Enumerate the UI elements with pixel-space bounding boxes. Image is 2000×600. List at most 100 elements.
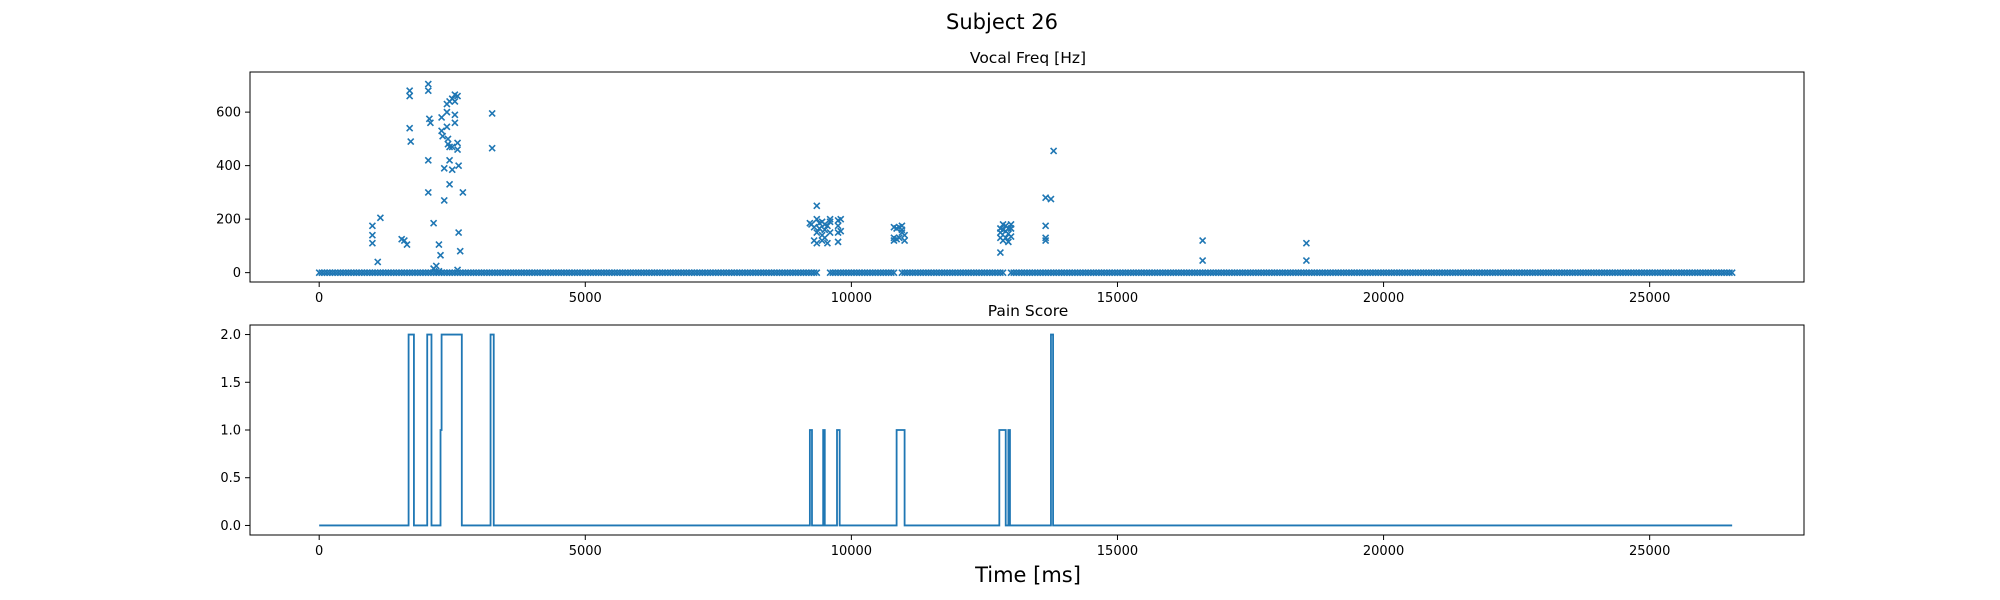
data-point — [547, 269, 555, 277]
x-tick-label: 20000 — [1363, 291, 1404, 306]
data-point — [1167, 269, 1175, 277]
data-point — [1191, 269, 1199, 277]
data-point — [1209, 269, 1217, 277]
data-point — [956, 269, 965, 277]
data-point — [1643, 269, 1651, 277]
data-point — [1563, 269, 1571, 277]
vocal-freq-title: Vocal Freq [Hz] — [970, 49, 1086, 67]
data-point — [1153, 269, 1161, 277]
data-point — [1414, 269, 1422, 277]
data-point — [1387, 269, 1396, 277]
data-point — [464, 269, 472, 277]
data-point — [901, 236, 909, 245]
data-point — [1709, 269, 1718, 277]
data-point — [656, 269, 664, 277]
data-point — [406, 124, 414, 132]
data-point — [714, 269, 722, 277]
data-point — [640, 269, 648, 277]
data-point — [669, 269, 677, 277]
data-point — [355, 269, 363, 277]
data-point — [426, 119, 434, 127]
data-point — [438, 113, 446, 122]
data-point — [1329, 269, 1337, 277]
data-point — [1566, 269, 1574, 277]
data-point — [1435, 269, 1444, 277]
data-point — [1539, 269, 1547, 277]
data-point — [1010, 269, 1018, 277]
x-tick-label: 0 — [315, 544, 323, 559]
data-point — [406, 87, 414, 95]
data-point — [584, 269, 592, 277]
data-point — [1249, 269, 1257, 277]
data-point — [395, 269, 403, 277]
data-point — [1449, 269, 1457, 277]
data-point — [629, 269, 637, 277]
data-point — [1063, 269, 1071, 277]
data-point — [347, 269, 355, 277]
data-point — [1071, 269, 1079, 277]
data-point — [453, 139, 462, 147]
data-point — [1648, 269, 1656, 277]
data-point — [557, 269, 565, 277]
data-point — [382, 269, 390, 277]
data-point — [1494, 269, 1502, 277]
data-point — [517, 269, 525, 277]
data-point — [1039, 269, 1047, 277]
data-point — [1443, 269, 1451, 277]
data-point — [1537, 269, 1545, 277]
data-point — [901, 269, 909, 277]
data-point — [1672, 269, 1680, 277]
data-point — [1092, 269, 1100, 277]
data-point — [499, 269, 507, 277]
data-point — [493, 269, 502, 277]
data-point — [983, 269, 991, 277]
data-point — [613, 269, 621, 277]
data-point — [1417, 269, 1425, 277]
data-point — [1230, 269, 1239, 277]
data-point — [1297, 269, 1305, 277]
data-point — [1305, 269, 1313, 277]
data-point — [1470, 269, 1478, 277]
data-point — [342, 269, 350, 277]
data-point — [512, 269, 520, 277]
data-point — [837, 269, 845, 277]
data-point — [1302, 257, 1310, 265]
data-point — [1523, 269, 1531, 277]
data-point — [757, 269, 765, 277]
data-point — [1465, 269, 1473, 277]
data-point — [1680, 269, 1688, 277]
data-point — [680, 269, 688, 277]
data-point — [648, 269, 656, 277]
data-point — [799, 269, 808, 277]
data-point — [544, 269, 552, 277]
data-point — [744, 269, 752, 277]
data-point — [1701, 269, 1710, 277]
data-point — [634, 269, 643, 277]
data-point — [1678, 269, 1686, 277]
data-point — [549, 269, 557, 277]
data-point — [1374, 269, 1382, 277]
data-point — [565, 269, 573, 277]
data-point — [344, 269, 353, 277]
data-point — [621, 269, 629, 277]
x-tick-label: 5000 — [569, 544, 602, 559]
data-point — [451, 111, 459, 119]
data-point — [1215, 269, 1223, 277]
data-point — [1175, 269, 1183, 277]
data-point — [1608, 269, 1616, 277]
data-point — [443, 108, 451, 116]
data-point — [932, 269, 941, 277]
data-point — [326, 269, 334, 277]
data-point — [1707, 269, 1715, 277]
data-point — [1007, 224, 1015, 233]
data-point — [1481, 269, 1489, 277]
data-point — [1140, 269, 1148, 277]
data-point — [533, 269, 541, 277]
data-point — [624, 269, 632, 277]
data-point — [837, 227, 845, 235]
data-point — [1042, 222, 1050, 230]
data-point — [453, 269, 462, 277]
data-point — [374, 258, 382, 266]
data-point — [1145, 269, 1153, 277]
x-tick-label: 25000 — [1629, 544, 1670, 559]
